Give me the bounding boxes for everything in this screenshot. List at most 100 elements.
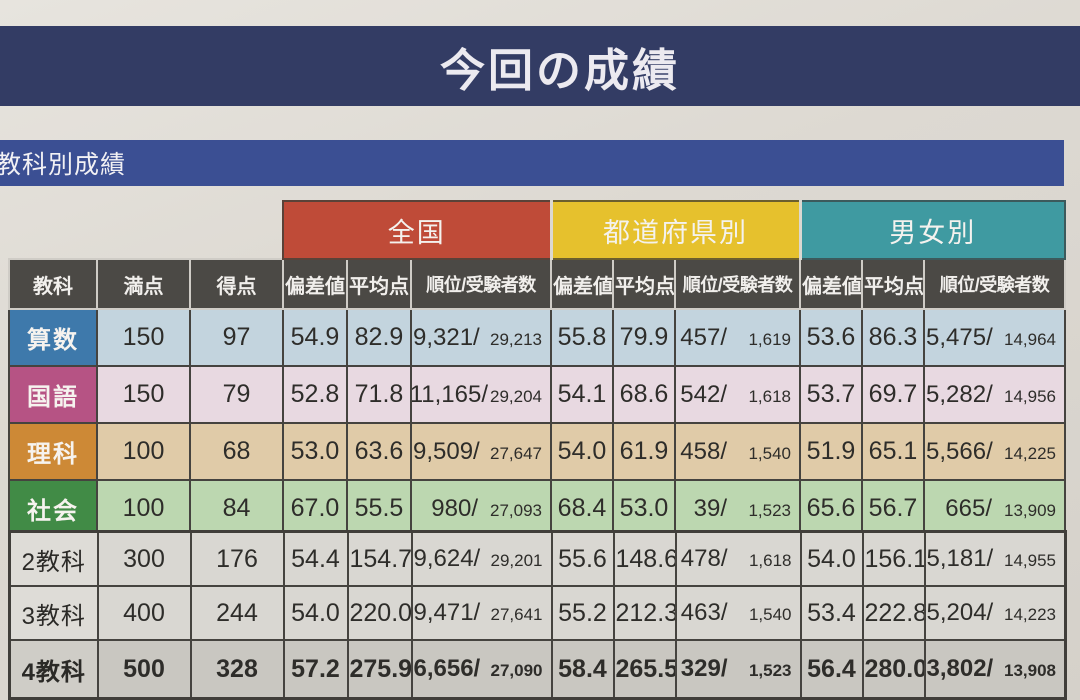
cell-deviation-prefecture: 55.2	[550, 585, 615, 641]
group-header-spacer	[9, 201, 283, 259]
col-header-deviation-national: 偏差値	[282, 258, 348, 310]
cell-deviation-national: 54.4	[282, 530, 349, 587]
cell-fullmarks: 500	[96, 639, 192, 700]
cell-rank-national: 9,509/27,647	[409, 422, 553, 481]
cell-rank-gender: 3,802/13,908	[923, 639, 1067, 700]
cell-rank-gender: 5,282/14,956	[923, 365, 1067, 424]
cell-average-prefecture: 53.0	[612, 479, 677, 538]
cell-rank-prefecture: 542/1,618	[674, 365, 802, 424]
cell-average-gender: 65.1	[861, 422, 926, 481]
page-title: 今回の成績	[439, 44, 680, 96]
cell-deviation-national: 52.8	[282, 365, 348, 424]
col-header-subject: 教科	[8, 258, 98, 310]
col-header-deviation-gender: 偏差値	[799, 258, 864, 310]
cell-deviation-prefecture: 54.1	[550, 365, 615, 424]
col-header-fullmarks: 満点	[96, 258, 191, 310]
cell-average-prefecture: 61.9	[612, 422, 677, 481]
col-header-average-gender: 平均点	[861, 258, 926, 310]
col-header-rank-national: 順位/受験者数	[409, 258, 553, 310]
cell-deviation-gender: 65.6	[799, 479, 864, 538]
subject-label: 算数	[8, 308, 98, 367]
table-row-math: 算数 150 97 54.9 82.9 9,321/29,213 55.8 79…	[8, 308, 1067, 367]
cell-fullmarks: 400	[96, 585, 192, 641]
cell-deviation-national: 53.0	[282, 422, 348, 481]
cell-score: 244	[189, 585, 285, 641]
table-row-science: 理科 100 68 53.0 63.6 9,509/27,647 54.0 61…	[8, 422, 1067, 481]
cell-average-gender: 86.3	[861, 308, 926, 367]
cell-score: 84	[189, 479, 284, 538]
col-header-rank-prefecture: 順位/受験者数	[674, 258, 802, 310]
title-band: 今回の成績	[0, 26, 1080, 106]
cell-average-prefecture: 79.9	[612, 308, 677, 367]
cell-deviation-national: 57.2	[282, 639, 349, 700]
table-row-3subjects: 3教科 400 244 54.0 220.0 9,471/27,641 55.2…	[8, 585, 1067, 641]
cell-rank-prefecture: 478/1,618	[674, 530, 802, 587]
totals-label: 3教科	[8, 585, 99, 641]
cell-deviation-national: 67.0	[282, 479, 348, 538]
cell-deviation-national: 54.0	[282, 585, 349, 641]
cell-deviation-gender: 53.7	[799, 365, 864, 424]
cell-score: 79	[189, 365, 284, 424]
cell-average-national: 71.8	[346, 365, 412, 424]
cell-rank-prefecture: 457/1,619	[674, 308, 802, 367]
cell-deviation-national: 54.9	[282, 308, 348, 367]
col-header-average-prefecture: 平均点	[612, 258, 677, 310]
subject-label: 社会	[8, 479, 98, 538]
cell-rank-gender: 5,204/14,223	[923, 585, 1067, 641]
subject-label: 理科	[8, 422, 98, 481]
cell-average-national: 63.6	[346, 422, 412, 481]
column-header-row: 教科 満点 得点 偏差値 平均点 順位/受験者数 偏差値 平均点 順位/受験者数…	[8, 258, 1067, 310]
cell-average-gender: 280.0	[861, 639, 926, 700]
group-header-prefecture: 都道府県別	[549, 200, 802, 260]
totals-label: 4教科	[8, 639, 99, 700]
subject-score-table: 全国 都道府県別 男女別 教科 満点 得点 偏差値 平均点 順位/受験者数 偏差…	[8, 200, 1067, 538]
totals-score-table: 2教科 300 176 54.4 154.7 9,624/29,201 55.6…	[8, 530, 1067, 700]
cell-rank-national: 11,165/29,204	[409, 365, 553, 424]
table-row-2subjects: 2教科 300 176 54.4 154.7 9,624/29,201 55.6…	[8, 530, 1067, 587]
cell-fullmarks: 150	[96, 308, 191, 367]
cell-rank-national: 9,321/29,213	[409, 308, 553, 367]
col-header-score: 得点	[189, 258, 284, 310]
cell-average-gender: 56.7	[861, 479, 926, 538]
cell-average-gender: 156.1	[861, 530, 926, 587]
group-header-gender: 男女別	[798, 200, 1067, 260]
cell-average-national: 55.5	[346, 479, 412, 538]
cell-score: 68	[189, 422, 284, 481]
cell-rank-gender: 5,475/14,964	[923, 308, 1067, 367]
section-label: 教科別成績	[0, 151, 127, 179]
cell-average-prefecture: 148.6	[612, 530, 677, 587]
cell-score: 176	[189, 530, 285, 587]
table-row-social: 社会 100 84 67.0 55.5 980/27,093 68.4 53.0…	[8, 479, 1067, 538]
cell-deviation-prefecture: 54.0	[550, 422, 615, 481]
cell-deviation-gender: 56.4	[799, 639, 864, 700]
cell-deviation-gender: 54.0	[799, 530, 864, 587]
cell-deviation-gender: 51.9	[799, 422, 864, 481]
subject-label: 国語	[8, 365, 98, 424]
cell-average-prefecture: 212.3	[612, 585, 677, 641]
cell-average-national: 154.7	[346, 530, 413, 587]
col-header-rank-gender: 順位/受験者数	[923, 258, 1067, 310]
cell-score: 97	[189, 308, 284, 367]
totals-label: 2教科	[8, 530, 99, 587]
cell-rank-national: 980/27,093	[409, 479, 553, 538]
cell-deviation-gender: 53.6	[799, 308, 864, 367]
cell-fullmarks: 150	[96, 365, 191, 424]
section-band: 教科別成績	[0, 140, 1064, 186]
cell-fullmarks: 300	[96, 530, 192, 587]
cell-deviation-prefecture: 58.4	[550, 639, 615, 700]
cell-fullmarks: 100	[96, 479, 191, 538]
cell-average-national: 275.9	[346, 639, 413, 700]
cell-rank-national: 9,624/29,201	[410, 530, 553, 587]
cell-rank-prefecture: 39/1,523	[674, 479, 802, 538]
cell-rank-national: 6,656/27,090	[410, 639, 553, 700]
cell-rank-prefecture: 329/1,523	[674, 639, 802, 700]
cell-rank-gender: 5,566/14,225	[923, 422, 1067, 481]
group-header-national: 全国	[281, 200, 553, 260]
col-header-average-national: 平均点	[346, 258, 412, 310]
cell-average-prefecture: 68.6	[612, 365, 677, 424]
cell-deviation-prefecture: 55.6	[550, 530, 615, 587]
cell-fullmarks: 100	[96, 422, 191, 481]
cell-average-gender: 222.8	[861, 585, 926, 641]
cell-rank-gender: 5,181/14,955	[923, 530, 1067, 587]
